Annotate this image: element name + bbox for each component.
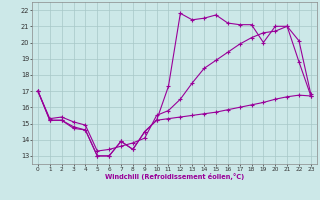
X-axis label: Windchill (Refroidissement éolien,°C): Windchill (Refroidissement éolien,°C) [105, 173, 244, 180]
